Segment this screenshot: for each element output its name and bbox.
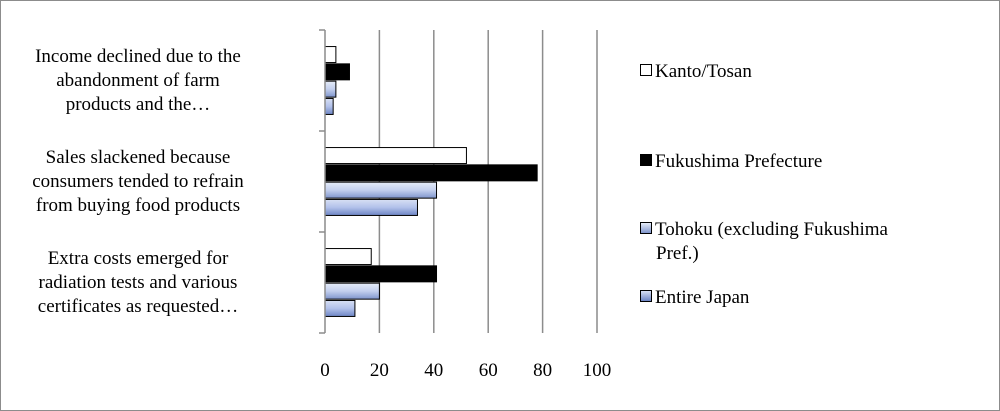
legend-label: Entire Japan (655, 287, 750, 308)
category-label: Income declined due to the abandonment of… (35, 45, 241, 115)
legend-item: Tohoku (excluding Fukushima Pref.) (640, 218, 990, 266)
bar-tohoku-excluding-fukushima-pref--cat2 (324, 282, 380, 300)
legend-label: Tohoku (excluding Fukushima (655, 219, 888, 240)
bar-tohoku-excluding-fukushima-pref--cat0 (324, 80, 337, 98)
legend-label: Kanto/Tosan (655, 61, 752, 82)
x-tick-label: 40 (424, 360, 444, 381)
category-label: Sales slackened because consumers tended … (32, 146, 244, 216)
bar-kanto-tosan-cat0 (324, 46, 337, 64)
legend-swatch (640, 154, 652, 166)
x-tick-label: 20 (369, 360, 389, 381)
bar-tohoku-excluding-fukushima-pref--cat1 (324, 181, 438, 199)
legend-label: Fukushima Prefecture (655, 151, 823, 172)
x-tick-label: 80 (533, 360, 553, 381)
bar-entire-japan-cat0 (324, 97, 334, 115)
x-tick-label: 100 (582, 360, 612, 381)
legend-item: Entire Japan (640, 286, 990, 310)
legend-swatch (640, 64, 652, 76)
category-label: Extra costs emerged for radiation tests a… (37, 247, 239, 317)
bar-entire-japan-cat2 (324, 299, 356, 317)
legend-swatch (640, 222, 652, 234)
bar-kanto-tosan-cat1 (324, 147, 467, 165)
legend-item: Kanto/Tosan (640, 60, 990, 84)
bar-fukushima-prefecture-cat1 (324, 164, 538, 182)
x-tick-label: 0 (320, 360, 330, 381)
bar-fukushima-prefecture-cat2 (324, 265, 438, 283)
legend-swatch (640, 290, 652, 302)
bar-fukushima-prefecture-cat0 (324, 63, 350, 81)
x-tick-label: 60 (478, 360, 498, 381)
bar-kanto-tosan-cat2 (324, 248, 372, 266)
legend-item: Fukushima Prefecture (640, 150, 990, 174)
legend-label: Pref.) (656, 243, 699, 264)
bar-entire-japan-cat1 (324, 198, 418, 216)
